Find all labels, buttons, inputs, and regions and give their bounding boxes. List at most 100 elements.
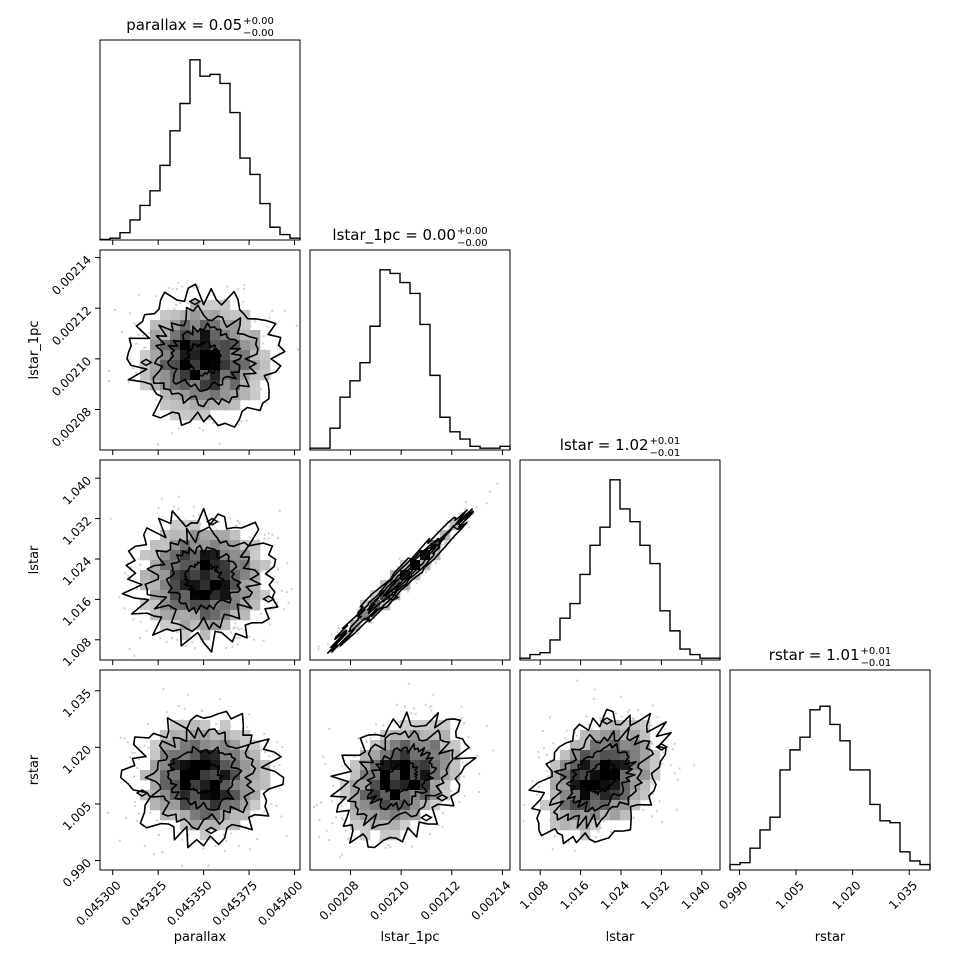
scatter-point <box>282 608 285 611</box>
density-cell <box>240 380 251 391</box>
density-cell <box>400 720 411 731</box>
density-cell <box>240 540 251 551</box>
density-cell <box>230 310 241 321</box>
density-cell <box>230 750 241 761</box>
density-cell <box>210 560 221 571</box>
density-cell <box>430 550 441 561</box>
density-cell <box>170 410 181 421</box>
density-cell <box>230 600 241 611</box>
density-cell <box>250 780 261 791</box>
density-cell <box>180 310 191 321</box>
density-cell <box>650 750 661 761</box>
scatter-point <box>365 739 368 742</box>
density-cell <box>220 570 231 581</box>
density-cell <box>250 330 261 341</box>
density-cell <box>350 770 361 781</box>
scatter-point <box>180 838 183 841</box>
scatter-point <box>438 824 441 827</box>
contour-island <box>188 297 202 306</box>
scatter-point <box>460 705 463 708</box>
density-cell <box>610 730 621 741</box>
scatter-point <box>356 608 359 611</box>
scatter-point <box>217 521 220 524</box>
density-cell <box>140 370 151 381</box>
scatter-point <box>170 637 173 640</box>
density-cell <box>210 550 221 561</box>
density-cell <box>190 310 201 321</box>
density-cell <box>420 750 431 761</box>
density-cell <box>210 770 221 781</box>
scatter-point <box>209 417 212 420</box>
scatter-point <box>159 637 162 640</box>
scatter-point <box>263 533 266 536</box>
density-cell <box>190 570 201 581</box>
density-cell <box>430 750 441 761</box>
density-cell <box>260 590 271 601</box>
scatter-point <box>127 574 129 577</box>
scatter-point <box>338 646 341 649</box>
scatter-point <box>144 346 147 349</box>
scatter-point <box>173 505 176 508</box>
panel-frame-lstar_1pc-lstar <box>309 459 511 661</box>
density-cell <box>390 800 401 811</box>
density-cell <box>160 380 171 391</box>
scatter-point <box>278 509 281 512</box>
density-cell <box>260 780 271 791</box>
density-cell <box>230 790 241 801</box>
density-cell <box>170 360 181 371</box>
y-tick-label: 1.035 <box>60 686 94 720</box>
density-cell <box>590 790 601 801</box>
density-cell <box>190 800 201 811</box>
density-cell <box>220 360 231 371</box>
scatter-point <box>118 839 121 842</box>
scatter-point <box>177 495 180 498</box>
scatter-point <box>341 817 344 820</box>
density-cell <box>560 750 571 761</box>
density-cell <box>390 760 401 771</box>
y-tick-label: 1.005 <box>60 799 94 833</box>
density-cell <box>180 560 191 571</box>
density-cell <box>160 360 171 371</box>
scatter-point <box>124 572 127 575</box>
density-cell <box>250 800 261 811</box>
density-cell <box>260 360 271 371</box>
scatter-point <box>286 562 289 565</box>
contour-level <box>528 708 672 845</box>
y-tick-label: 0.00212 <box>49 303 94 348</box>
density-cell <box>630 760 641 771</box>
density-cell <box>400 570 411 581</box>
scatter-point <box>157 833 160 836</box>
scatter-point <box>585 715 588 718</box>
scatter-point <box>186 302 189 305</box>
scatter-point <box>134 805 137 808</box>
scatter-point <box>261 570 264 573</box>
density-cell <box>170 350 181 361</box>
y-axis-label-rstar: rstar <box>27 754 42 785</box>
density-cell <box>210 380 221 391</box>
density-cell <box>150 770 161 781</box>
scatter-point <box>236 288 239 291</box>
density-cell <box>160 780 171 791</box>
scatter-point <box>268 755 271 758</box>
density-cell <box>600 760 611 771</box>
density-cell <box>200 380 211 391</box>
scatter-point <box>215 722 218 725</box>
scatter-point <box>354 617 357 620</box>
scatter-point <box>475 754 478 757</box>
scatter-point <box>245 826 248 828</box>
title-upper-error: +0.00 <box>457 226 488 237</box>
density-cell <box>190 620 201 631</box>
density-cell <box>200 330 211 341</box>
density-cell <box>380 810 391 821</box>
density-cell <box>400 820 411 831</box>
density-cell <box>170 760 181 771</box>
scatter-point <box>661 820 664 823</box>
scatter-point <box>429 538 432 541</box>
density-cell <box>190 780 201 791</box>
density-cell <box>640 750 651 761</box>
scatter-point <box>346 838 349 841</box>
contour-level <box>183 759 225 795</box>
scatter-point <box>651 743 654 746</box>
panel-frame-lstar_1pc-lstar_1pc <box>309 249 511 451</box>
title-main: rstar = 1.01 <box>769 646 860 664</box>
